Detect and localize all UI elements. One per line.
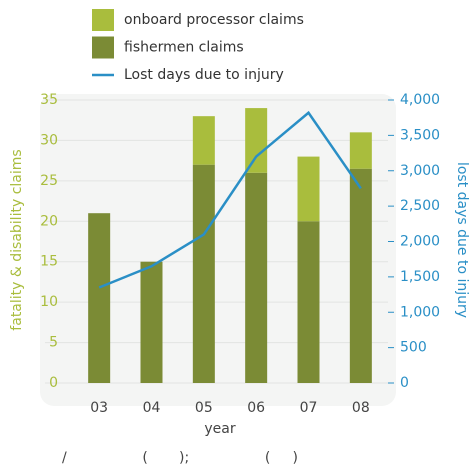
y2-tick-label: 1,000 — [400, 304, 440, 320]
bar — [297, 156, 320, 222]
legend-swatch — [92, 9, 114, 31]
x-tick-label: 06 — [247, 400, 265, 416]
x-tick-label: 07 — [300, 400, 318, 416]
y2-tick-label: 2,000 — [400, 234, 440, 250]
y-tick-label: 10 — [40, 294, 58, 310]
bar — [192, 164, 215, 383]
y-tick-label: 0 — [49, 375, 58, 391]
y-tick-label: 30 — [40, 132, 58, 148]
y2-tick-label: 4,000 — [400, 92, 440, 108]
legend-swatch — [92, 36, 114, 59]
legend-label: fishermen claims — [124, 40, 244, 56]
y2-axis-label: lost days due to injury — [454, 162, 470, 318]
y-tick-label: 35 — [40, 92, 58, 108]
bar — [349, 132, 372, 169]
bar — [140, 261, 163, 383]
y2-tick-label: 3,000 — [400, 163, 440, 179]
bar — [88, 213, 111, 383]
y-tick-label: 20 — [40, 213, 58, 229]
x-tick-label: 04 — [143, 400, 161, 416]
x-axis-label: year — [204, 421, 235, 437]
bar — [245, 108, 268, 173]
y-axis-label: fatality & disability claims — [9, 149, 25, 330]
bar — [297, 221, 320, 383]
y2-tick-label: 1,500 — [400, 269, 440, 285]
line — [98, 110, 362, 289]
x-tick-label: 03 — [90, 400, 108, 416]
legend-label: Lost days due to injury — [124, 67, 284, 83]
caption: / ( ); ( ) — [62, 450, 298, 466]
y2-tick-label: 500 — [400, 340, 427, 356]
x-tick-label: 05 — [195, 400, 213, 416]
bar — [192, 116, 215, 165]
legend-label: onboard processor claims — [124, 12, 304, 28]
y2-tick-label: 2,500 — [400, 198, 440, 214]
y-tick-label: 15 — [40, 254, 58, 270]
x-tick-label: 08 — [352, 400, 370, 416]
bar — [349, 168, 372, 383]
y-tick-label: 25 — [40, 173, 58, 189]
y2-tick-label: 0 — [400, 375, 409, 391]
y-tick-label: 5 — [49, 335, 58, 351]
bar — [245, 172, 268, 383]
y2-tick-label: 3,500 — [400, 127, 440, 143]
